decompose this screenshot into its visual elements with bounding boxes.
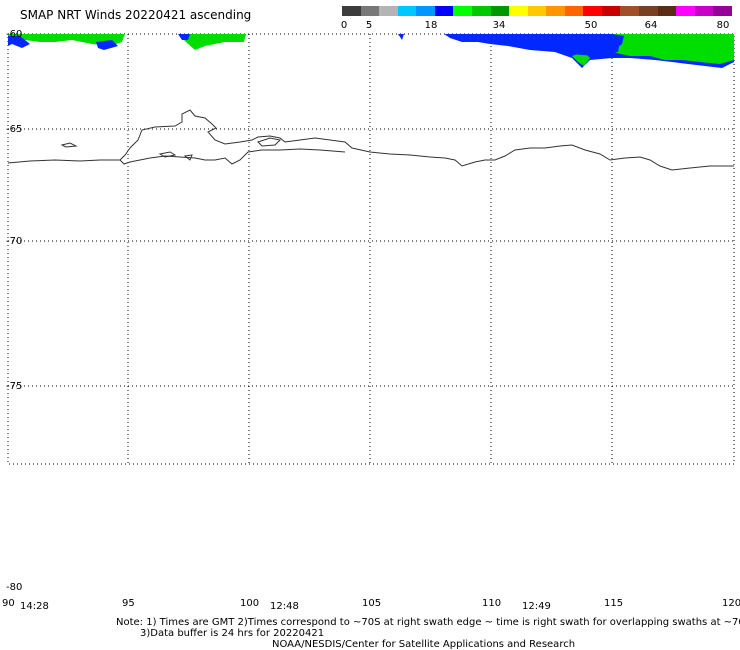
colorbar-segment xyxy=(397,6,417,16)
swath-blue-left-2 xyxy=(96,40,118,50)
lon-label-115: 115 xyxy=(604,598,623,609)
lat-label-65: -65 xyxy=(6,124,22,135)
colorbar-segment xyxy=(490,6,510,16)
time-label-1428: 14:28 xyxy=(20,601,49,612)
colorbar-segment xyxy=(416,6,435,16)
colorbar-segment xyxy=(620,6,639,16)
colorbar-segment xyxy=(639,6,658,16)
map-title: SMAP NRT Winds 20220421 ascending xyxy=(20,8,252,22)
swath-blue-mid xyxy=(178,34,190,40)
swath-green-right-2 xyxy=(572,52,590,66)
colorbar-segment xyxy=(583,6,602,16)
plot-frame xyxy=(7,33,735,465)
colorbar-segment xyxy=(564,6,584,16)
colorbar-label-34: 34 xyxy=(492,20,506,31)
colorbar-segment xyxy=(527,6,547,16)
lat-label-80: -80 xyxy=(6,582,22,593)
swath-blue-left-1 xyxy=(8,36,30,48)
colorbar-label-18: 18 xyxy=(424,20,438,31)
colorbar-segment xyxy=(509,6,528,16)
colorbar-segment xyxy=(342,6,361,16)
lon-label-95: 95 xyxy=(122,598,135,609)
swath-green-right xyxy=(612,34,734,64)
swath-blue-small xyxy=(398,34,404,40)
lat-label-60: -60 xyxy=(6,29,22,40)
note-line-2: 3)Data buffer is 24 hrs for 20220421 xyxy=(140,628,325,639)
colorbar-segment xyxy=(379,6,398,16)
colorbar-label-64: 64 xyxy=(644,20,658,31)
swath-green-left xyxy=(8,34,125,46)
time-label-1249: 12:49 xyxy=(522,601,551,612)
wind-swaths xyxy=(8,34,734,68)
colorbar-segment xyxy=(676,6,695,16)
colorbar-segment xyxy=(453,6,472,16)
lon-label-105: 105 xyxy=(362,598,381,609)
colorbar-segment xyxy=(471,6,491,16)
colorbar-segment xyxy=(713,6,732,16)
antarctic-coastline xyxy=(7,109,734,171)
colorbar-label-50: 50 xyxy=(584,20,598,31)
lat-label-75: -75 xyxy=(6,381,22,392)
colorbar-segment xyxy=(657,6,677,16)
colorbar-segment xyxy=(434,6,454,16)
swath-blue-core xyxy=(520,36,620,56)
note-line-1: Note: 1) Times are GMT 2)Times correspon… xyxy=(116,617,740,628)
colorbar-label-0: 0 xyxy=(340,20,348,31)
swath-green-mid xyxy=(178,34,246,50)
time-label-1248: 12:48 xyxy=(270,601,299,612)
graticule xyxy=(8,34,734,464)
lon-label-90: 90 xyxy=(2,598,15,609)
lat-label-70: -70 xyxy=(6,236,22,247)
colorbar-label-5: 5 xyxy=(365,20,373,31)
colorbar-segment xyxy=(694,6,714,16)
lon-label-120: 120 xyxy=(722,598,740,609)
wind-speed-colorbar xyxy=(342,6,732,16)
lon-label-110: 110 xyxy=(482,598,501,609)
colorbar-segment xyxy=(360,6,380,16)
colorbar-label-80: 80 xyxy=(716,20,730,31)
colorbar-segment xyxy=(601,6,621,16)
lon-label-100: 100 xyxy=(240,598,259,609)
colorbar-segment xyxy=(546,6,565,16)
note-line-3: NOAA/NESDIS/Center for Satellite Applica… xyxy=(272,639,576,650)
